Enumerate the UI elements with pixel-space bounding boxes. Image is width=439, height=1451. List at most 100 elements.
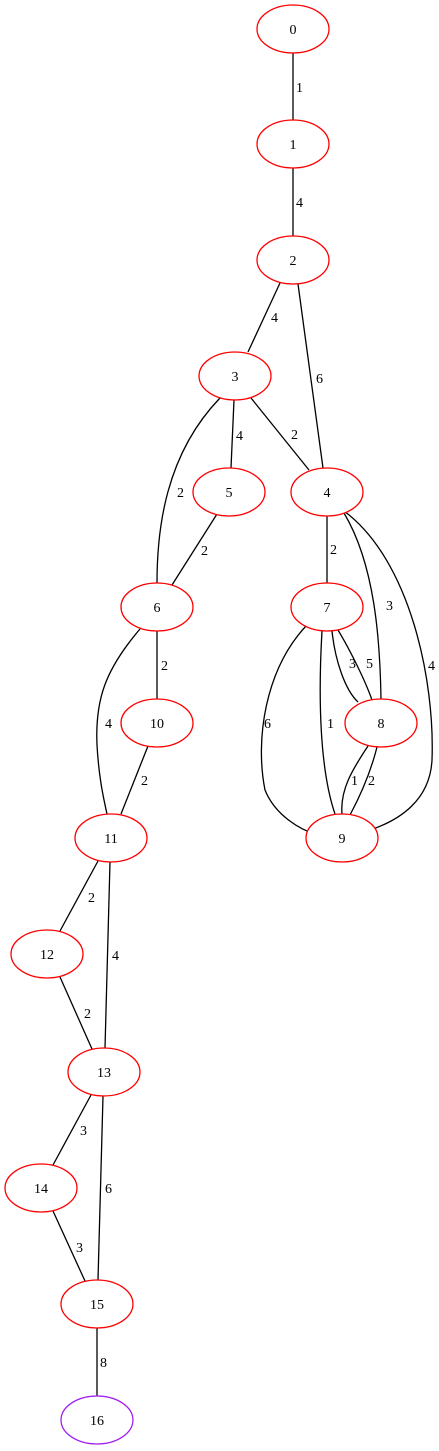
edge-line: [247, 282, 281, 353]
edge-weight-label: 2: [141, 774, 148, 789]
edge-line: [343, 512, 382, 700]
node-4: 4: [290, 467, 364, 517]
edge-line: [59, 976, 93, 1050]
edge-weight-label: 2: [330, 543, 337, 558]
edge-line: [52, 1094, 92, 1166]
edge-4-9: 4: [343, 510, 435, 831]
edge-line: [343, 510, 433, 831]
edge-line: [120, 745, 149, 815]
node-label: 4: [324, 486, 331, 501]
edge-13-14: 3: [52, 1094, 92, 1166]
edge-line: [349, 746, 378, 816]
node-ellipse: [120, 698, 194, 748]
edge-line: [341, 745, 369, 815]
edge-weight-label: 2: [161, 659, 168, 674]
edge-4-7: 2: [326, 516, 337, 583]
edge-0-1: 1: [292, 53, 303, 120]
node-label: 5: [226, 486, 233, 501]
node-5: 5: [192, 467, 266, 517]
node-8: 8: [344, 698, 418, 748]
edge-weight-label: 3: [386, 599, 393, 614]
node-9: 9: [305, 813, 379, 863]
node-ellipse: [290, 467, 364, 517]
edge-2-3: 4: [247, 282, 281, 353]
edge-14-15: 3: [52, 1210, 86, 1282]
edge-3-4: 2: [250, 397, 310, 471]
node-label: 6: [154, 601, 161, 616]
node-2: 2: [256, 235, 330, 285]
edge-line: [97, 1095, 104, 1281]
edge-line: [104, 861, 111, 1049]
edge-weight-label: 2: [368, 774, 375, 789]
edge-2-4: 6: [297, 283, 324, 469]
edge-weight-label: 6: [105, 1182, 112, 1197]
node-label: 1: [290, 138, 297, 153]
node-label: 13: [97, 1066, 111, 1081]
node-ellipse: [256, 235, 330, 285]
edge-weight-label: 4: [271, 311, 278, 326]
edge-weight-label: 3: [76, 1241, 83, 1256]
node-label: 9: [339, 832, 346, 847]
edge-weight-label: 4: [428, 659, 435, 674]
edge-line: [52, 1210, 86, 1282]
node-1: 1: [256, 119, 330, 169]
edge-line: [250, 397, 310, 471]
node-label: 2: [290, 254, 297, 269]
edge-line: [96, 628, 141, 815]
node-ellipse: [305, 813, 379, 863]
node-ellipse: [256, 119, 330, 169]
edge-6-10: 2: [156, 631, 168, 699]
edge-line: [156, 397, 221, 584]
node-6: 6: [120, 582, 194, 632]
node-ellipse: [4, 1163, 78, 1213]
node-ellipse: [67, 1047, 141, 1097]
node-ellipse: [74, 813, 148, 863]
edge-7-9: 6: [260, 625, 319, 836]
edge-weight-label: 5: [366, 657, 373, 672]
edge-4-8: 3: [343, 512, 393, 700]
node-11: 11: [74, 813, 148, 863]
edge-weight-label: 6: [264, 717, 271, 732]
edge-7-8: 3: [331, 630, 359, 703]
node-label: 14: [34, 1182, 48, 1197]
edge-weight-label: 2: [291, 428, 298, 443]
node-13: 13: [67, 1047, 141, 1097]
edge-7-8: 5: [337, 629, 373, 701]
edge-weight-label: 4: [236, 429, 243, 444]
node-ellipse: [60, 1279, 134, 1329]
edge-8-9: 1: [341, 745, 369, 815]
edge-11-12: 2: [59, 860, 99, 932]
edge-weight-label: 2: [84, 1007, 91, 1022]
edge-weight-label: 3: [80, 1124, 87, 1139]
edge-weight-label: 1: [327, 717, 334, 732]
edge-weight-label: 2: [201, 544, 208, 559]
node-label: 12: [40, 948, 54, 963]
node-label: 3: [232, 370, 239, 385]
node-ellipse: [120, 582, 194, 632]
node-14: 14: [4, 1163, 78, 1213]
node-label: 10: [150, 717, 164, 732]
node-10: 10: [120, 698, 194, 748]
edge-line: [59, 860, 99, 932]
node-label: 16: [90, 1414, 104, 1429]
edge-6-11: 4: [96, 628, 141, 815]
edge-line: [331, 630, 359, 703]
edge-13-15: 6: [97, 1095, 112, 1281]
node-label: 8: [378, 717, 385, 732]
edge-line: [230, 399, 235, 469]
edge-weight-label: 4: [112, 949, 119, 964]
edge-weight-label: 2: [88, 891, 95, 906]
node-ellipse: [290, 582, 364, 632]
edge-3-5: 4: [230, 399, 243, 469]
edge-line: [260, 625, 319, 836]
node-7: 7: [290, 582, 364, 632]
edge-weight-label: 1: [296, 81, 303, 96]
edge-8-9: 2: [349, 746, 378, 816]
node-label: 11: [104, 832, 117, 847]
edge-weight-label: 3: [349, 657, 356, 672]
edge-line: [297, 283, 324, 469]
edge-line: [319, 630, 336, 815]
